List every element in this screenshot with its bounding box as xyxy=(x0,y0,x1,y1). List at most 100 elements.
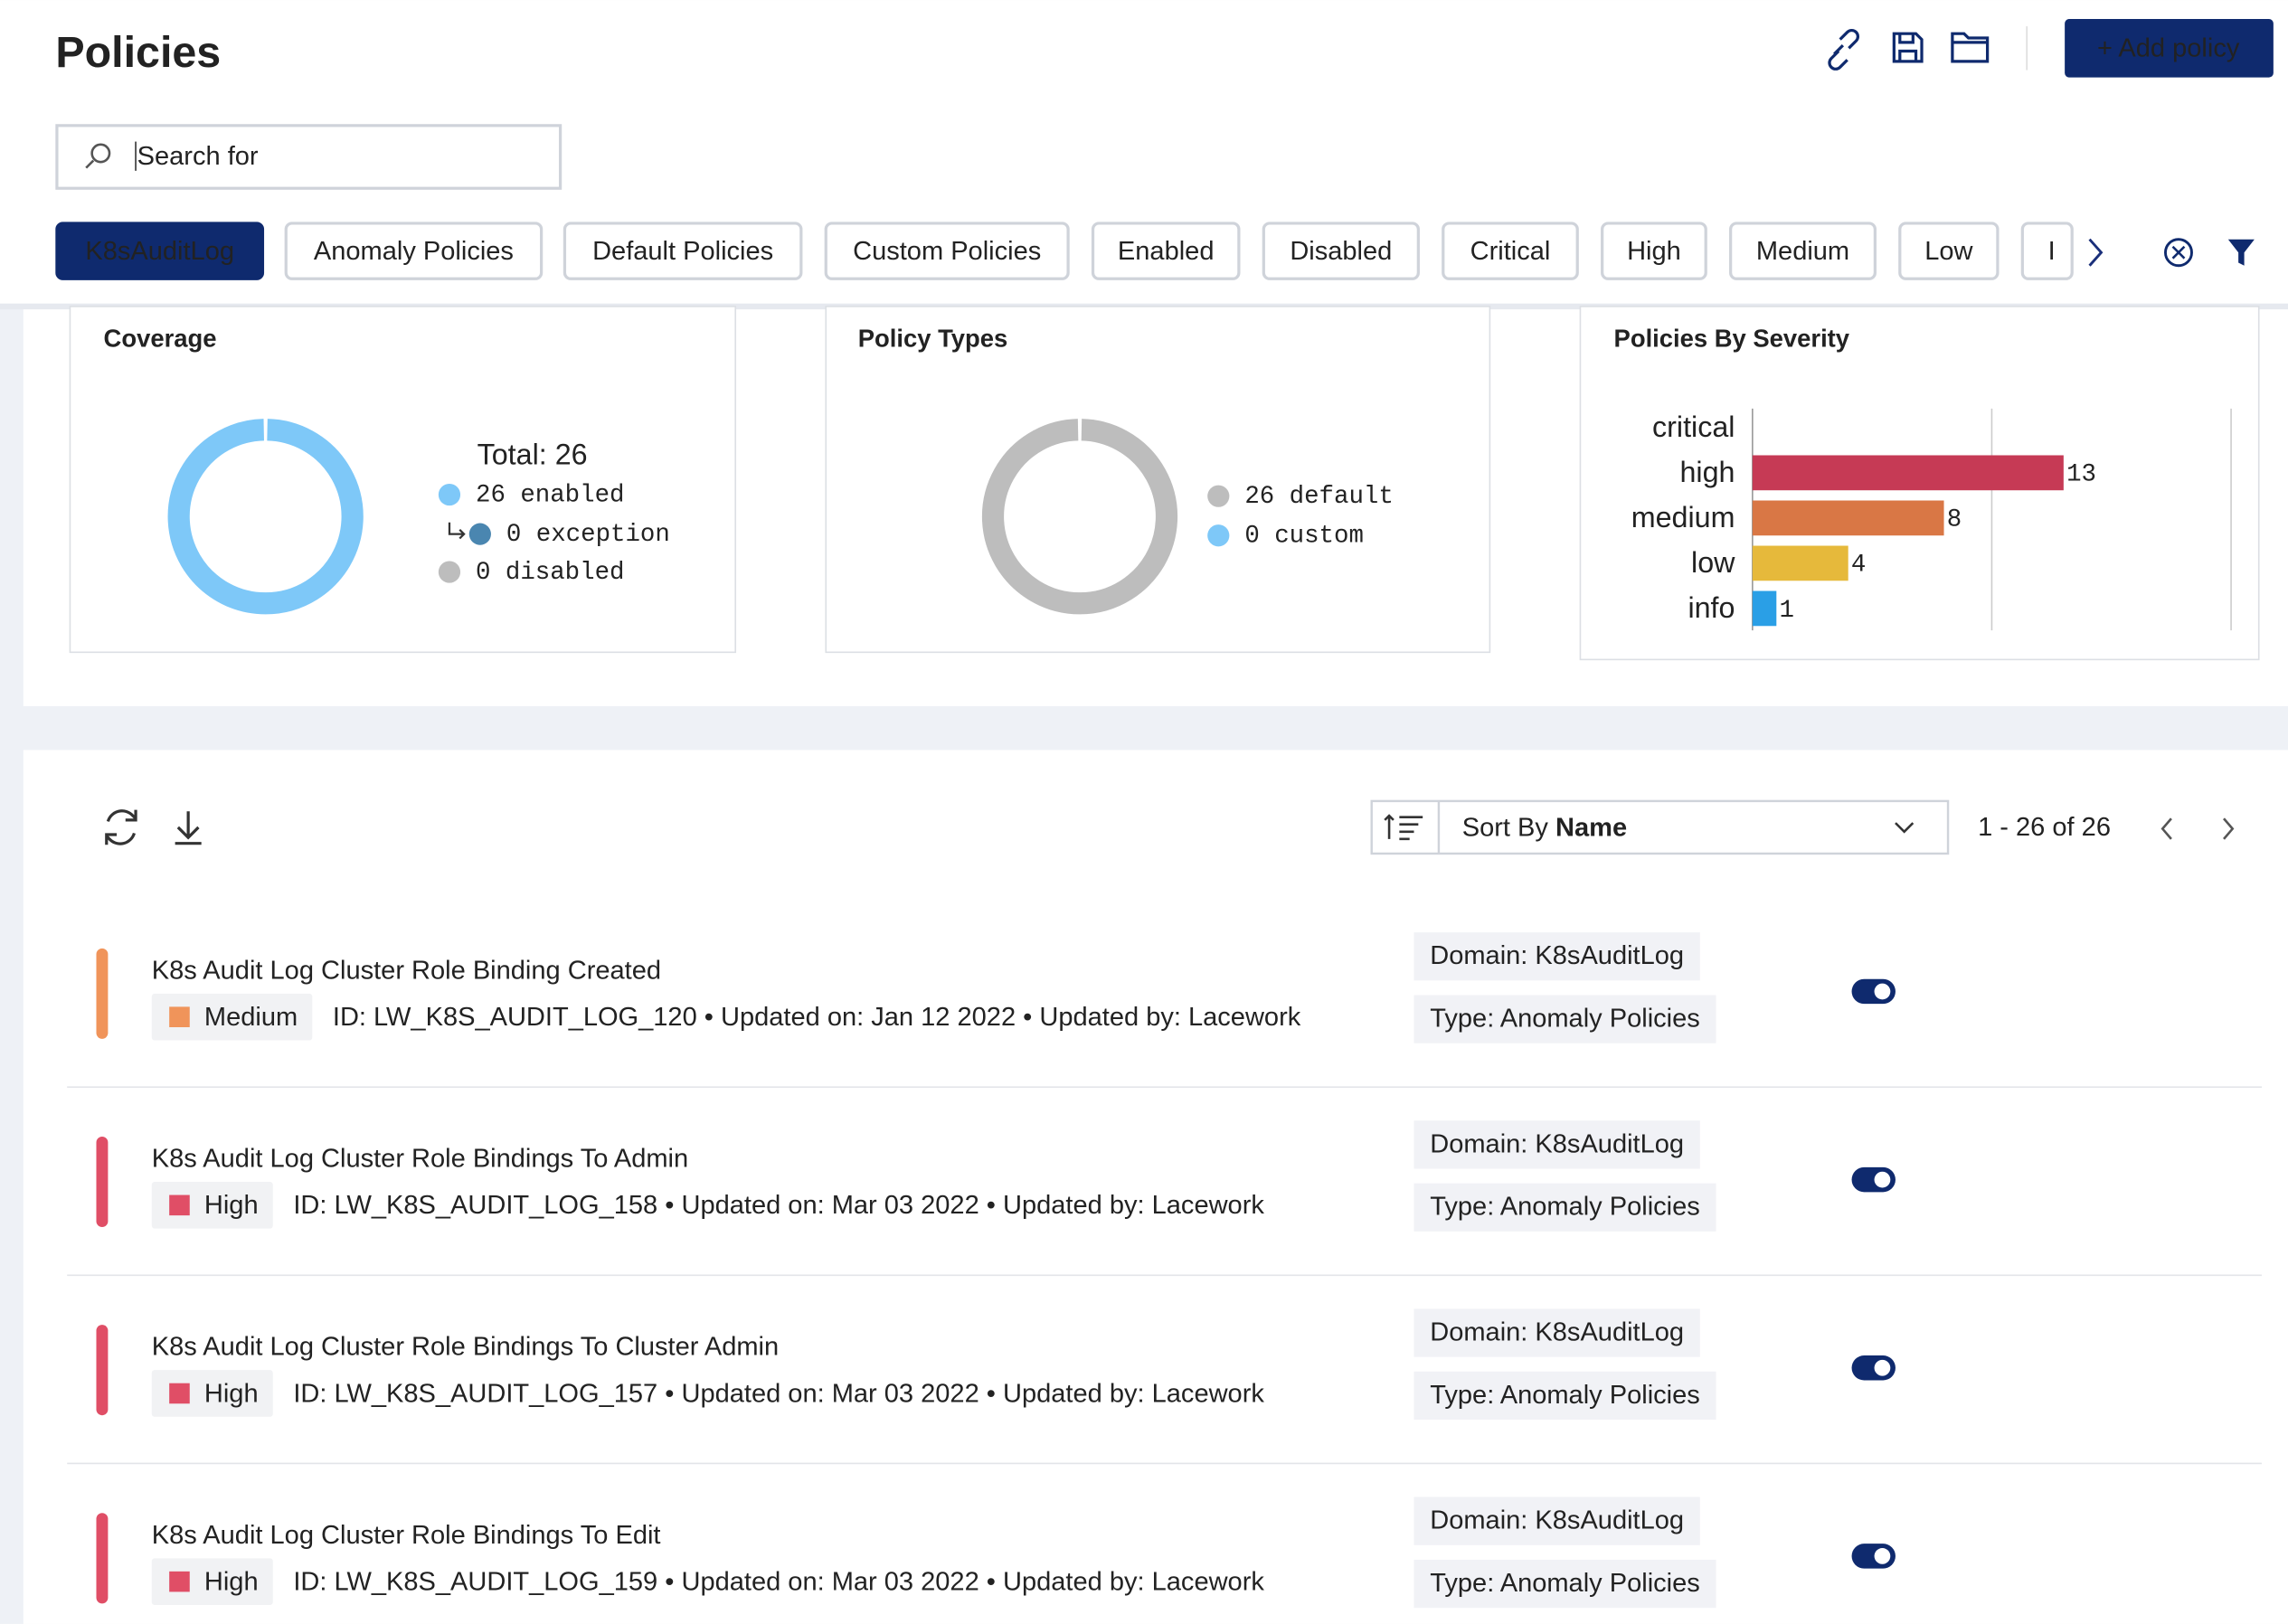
policy-title[interactable]: K8s Audit Log Cluster Role Bindings To C… xyxy=(152,1333,779,1362)
filter-chip-label[interactable]: Default Policies xyxy=(592,237,773,266)
sort-box[interactable] xyxy=(1370,799,1950,855)
legend-label: 26 default xyxy=(1244,483,1393,511)
policy-row[interactable]: K8s Audit Log Cluster Role Bindings To A… xyxy=(67,1120,2262,1277)
type-tag-label: Type: Anomaly Policies xyxy=(1430,1193,1700,1222)
filter-scroll-right[interactable] xyxy=(2088,238,2104,267)
filter-chip-label[interactable]: I xyxy=(2048,237,2056,266)
legend-dot xyxy=(1207,524,1230,547)
page-title: Policies xyxy=(55,28,221,77)
search-icon xyxy=(90,143,111,164)
pagination-label: 1 - 26 of 26 xyxy=(1978,813,2111,842)
folder-icon[interactable] xyxy=(1951,32,1990,63)
filter-chip-label[interactable]: Critical xyxy=(1470,237,1551,266)
bar xyxy=(1752,590,1777,627)
clear-filters[interactable] xyxy=(2164,238,2193,268)
domain-tag xyxy=(1413,1308,1700,1357)
category-label: medium xyxy=(1631,501,1735,533)
severity-bar xyxy=(96,1325,109,1416)
download-icon[interactable] xyxy=(175,811,202,845)
filter-chip[interactable] xyxy=(284,222,544,280)
summary-card xyxy=(69,306,737,654)
severity-badge xyxy=(151,1558,273,1605)
bar xyxy=(1752,455,2064,491)
legend-label: 26 enabled xyxy=(476,481,624,509)
severity-badge xyxy=(151,1182,273,1229)
policy-title[interactable]: K8s Audit Log Cluster Role Bindings To A… xyxy=(152,1144,688,1173)
filter-chip[interactable] xyxy=(1729,222,1877,280)
sort-dropdown-chevron xyxy=(1895,822,1915,834)
severity-badge xyxy=(151,1370,273,1417)
category-label: low xyxy=(1691,546,1735,579)
bar-value-label: 8 xyxy=(1947,506,1962,534)
filter-chip-label[interactable]: High xyxy=(1627,237,1681,266)
filter-chip[interactable] xyxy=(563,222,803,280)
policy-row[interactable]: K8s Audit Log Cluster Role Binding Creat… xyxy=(67,932,2262,1088)
search-icon-handle xyxy=(85,159,95,169)
link-icon[interactable] xyxy=(1828,29,1859,71)
bar xyxy=(1752,500,1944,536)
category-label: critical xyxy=(1652,411,1735,443)
domain-tag-label: Domain: K8sAuditLog xyxy=(1430,1506,1684,1535)
exception-arrow xyxy=(448,522,466,540)
filter-chip[interactable] xyxy=(2020,222,2074,280)
severity-label: High xyxy=(204,1567,259,1596)
sort-label[interactable]: Sort By Name xyxy=(1462,813,1627,842)
enable-toggle-knob xyxy=(1874,983,1891,1000)
policy-meta: ID: LW_K8S_AUDIT_LOG_157 • Updated on: M… xyxy=(293,1379,1264,1408)
severity-label: High xyxy=(204,1379,259,1408)
domain-tag-label: Domain: K8sAuditLog xyxy=(1430,941,1684,970)
filter-chip-label[interactable]: Enabled xyxy=(1118,237,1215,266)
list-toolbar-icons xyxy=(105,809,202,845)
filter-chip[interactable] xyxy=(1601,222,1707,280)
legend-label: 0 custom xyxy=(1244,522,1364,550)
filter-chip-label[interactable]: Anomaly Policies xyxy=(314,237,514,266)
type-tag-label: Type: Anomaly Policies xyxy=(1430,1381,1700,1410)
summary-card xyxy=(1579,306,2260,661)
category-label: info xyxy=(1688,591,1735,624)
page-prev[interactable] xyxy=(2160,817,2172,840)
legend-dot xyxy=(438,561,461,583)
type-tag xyxy=(1413,1371,1716,1421)
clear-filters-x xyxy=(2171,245,2186,260)
filter-chip-label[interactable]: Custom Policies xyxy=(853,237,1041,266)
severity-swatch xyxy=(169,1571,190,1592)
severity-swatch xyxy=(169,1383,190,1404)
bar xyxy=(1752,545,1848,581)
filter-chip[interactable] xyxy=(1262,222,1420,280)
policy-row[interactable]: K8s Audit Log Cluster Role Bindings To E… xyxy=(67,1497,2262,1624)
policy-title[interactable]: K8s Audit Log Cluster Role Bindings To E… xyxy=(152,1521,661,1550)
save-icon[interactable] xyxy=(1892,32,1924,63)
filter-chip-label[interactable]: Low xyxy=(1924,237,1973,266)
type-tag-label: Type: Anomaly Policies xyxy=(1430,1569,1700,1598)
add-policy-label[interactable]: + Add policy xyxy=(2097,34,2240,63)
policy-row[interactable]: K8s Audit Log Cluster Role Bindings To C… xyxy=(67,1308,2262,1465)
legend-dot xyxy=(1207,485,1230,507)
sort-direction-icon[interactable] xyxy=(1384,814,1423,841)
filter-chip[interactable] xyxy=(1091,222,1241,280)
filter-chip[interactable] xyxy=(55,222,265,280)
filter-chip-label[interactable]: Medium xyxy=(1756,237,1849,266)
refresh-icon[interactable] xyxy=(105,809,137,845)
type-tag xyxy=(1413,1183,1716,1232)
policy-meta: ID: LW_K8S_AUDIT_LOG_120 • Updated on: J… xyxy=(333,1003,1301,1032)
search-box[interactable] xyxy=(55,124,563,190)
enable-toggle-knob xyxy=(1874,1359,1891,1376)
add-policy-button[interactable] xyxy=(2065,19,2274,78)
filter-funnel[interactable] xyxy=(2227,239,2255,266)
filter-chip[interactable] xyxy=(1898,222,2000,280)
domain-tag-label: Domain: K8sAuditLog xyxy=(1430,1318,1684,1347)
legend-dot xyxy=(438,483,461,506)
domain-tag xyxy=(1413,1497,1700,1545)
severity-bar xyxy=(96,1513,109,1604)
page-next[interactable] xyxy=(2223,817,2235,840)
filter-chip-label[interactable]: K8sAuditLog xyxy=(85,237,234,266)
policy-title[interactable]: K8s Audit Log Cluster Role Binding Creat… xyxy=(152,956,661,985)
legend-label: 0 exception xyxy=(506,521,670,549)
type-tag xyxy=(1413,995,1716,1043)
filter-chip[interactable] xyxy=(1442,222,1579,280)
bar-value-label: 4 xyxy=(1851,552,1866,580)
filter-chip[interactable] xyxy=(824,222,1070,280)
legend-label: 0 disabled xyxy=(476,559,624,587)
filter-chip-label[interactable]: Disabled xyxy=(1290,237,1392,266)
